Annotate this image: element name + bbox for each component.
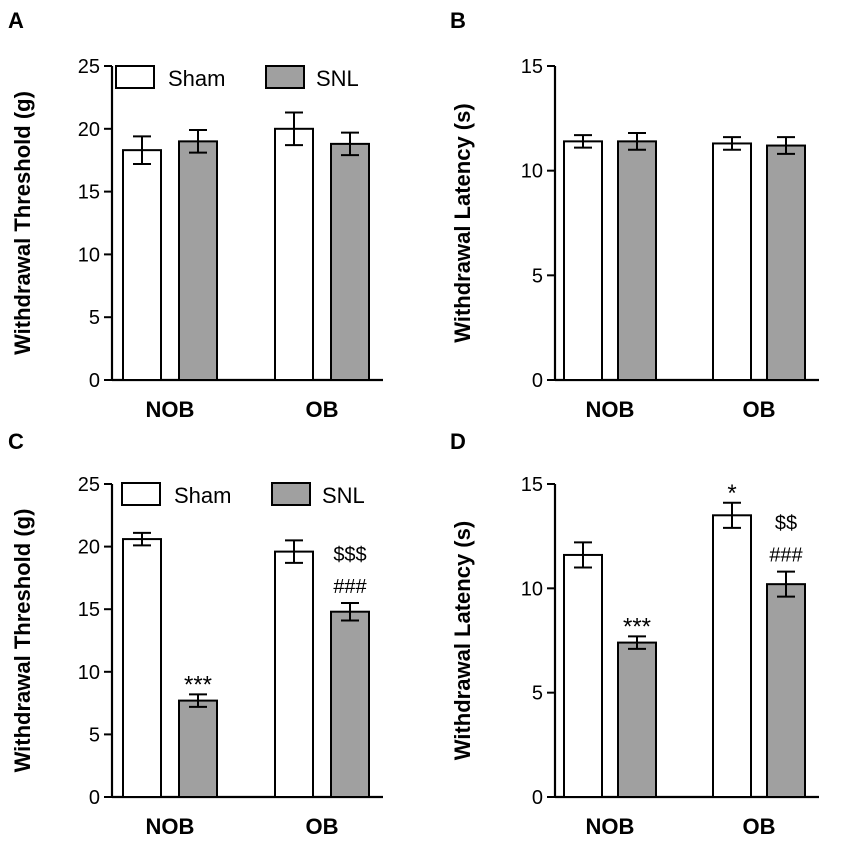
legend-swatch-snl [265,65,305,89]
bar-sham-nob [122,538,162,798]
y-tick-label: 20 [78,537,100,559]
bar-snl-ob [766,144,806,381]
significance-label: * [727,480,736,507]
legend-label-sham: Sham [168,66,225,91]
panel-c: C 0 5 10 15 20 25 Withdrawal Threshold (g) *** NO… [8,429,383,839]
panel-d: D 0 5 10 15 Withdrawal Latency (s) *** NOB * $$ ##… [450,429,819,839]
y-tick-label: 0 [532,787,543,809]
bar-sham-ob [712,514,752,798]
bar-sham-nob [563,553,603,798]
y-tick-label: 5 [89,724,100,746]
y-axis-title: Withdrawal Threshold (g) [10,509,35,773]
y-axis-title: Withdrawal Threshold (g) [10,91,35,355]
bar-snl-nob [178,140,218,381]
legend-swatch-snl [271,482,311,506]
bar-snl-nob [617,641,657,798]
y-tick-label: 10 [78,244,100,266]
y-tick-label: 20 [78,119,100,141]
y-tick-label: 25 [78,56,100,78]
y-tick-label: 0 [532,370,543,392]
legend-label-snl: SNL [322,483,365,508]
y-tick-label: 10 [521,578,543,600]
bar-sham-ob [274,127,314,381]
y-tick-label: 5 [532,265,543,287]
significance-label: ### [769,545,803,567]
y-tick-label: 15 [78,599,100,621]
significance-label: *** [623,613,651,640]
y-tick-label: 0 [89,370,100,392]
legend: Sham SNL [115,65,359,91]
significance-label: *** [184,671,212,698]
y-axis-title: Withdrawal Latency (s) [450,521,475,760]
bar-snl-ob [766,583,806,798]
y-tick-label: 10 [521,161,543,183]
y-tick-label: 15 [521,474,543,496]
x-tick-label: OB [743,397,776,422]
bar-snl-nob [178,699,218,799]
panel-label: B [450,8,466,33]
panel-a: A 0 5 10 15 20 25 Withdrawal Threshold (g) NOB OB… [8,8,383,422]
panel-label: D [450,429,466,454]
bar-snl-ob [330,610,370,798]
y-tick-label: 0 [89,787,100,809]
x-tick-label: OB [306,814,339,839]
legend-label-snl: SNL [316,66,359,91]
y-tick-label: 15 [78,182,100,204]
significance-label: $$ [775,513,797,535]
legend-swatch-sham [121,482,161,506]
y-tick-label: 25 [78,474,100,496]
y-tick-label: 5 [532,683,543,705]
legend-swatch-sham [115,65,155,89]
panel-label: A [8,8,24,33]
y-tick-label: 5 [89,307,100,329]
panel-b: B 0 5 10 15 Withdrawal Latency (s) NOB OB [450,8,819,422]
y-tick-label: 15 [521,56,543,78]
x-tick-label: NOB [586,397,635,422]
legend-label-sham: Sham [174,483,231,508]
x-tick-label: OB [743,814,776,839]
y-axis-title: Withdrawal Latency (s) [450,103,475,342]
legend: Sham SNL [121,482,365,508]
bar-snl-ob [330,142,370,381]
significance-label: $$$ [333,544,366,566]
x-tick-label: OB [306,397,339,422]
x-tick-label: NOB [586,814,635,839]
bar-snl-nob [617,140,657,381]
significance-label: ### [333,576,367,598]
x-tick-label: NOB [146,397,195,422]
bar-sham-nob [122,149,162,381]
x-tick-label: NOB [146,814,195,839]
bar-sham-ob [274,550,314,798]
bar-sham-nob [563,140,603,381]
panel-label: C [8,429,24,454]
y-tick-label: 10 [78,662,100,684]
bar-sham-ob [712,142,752,381]
